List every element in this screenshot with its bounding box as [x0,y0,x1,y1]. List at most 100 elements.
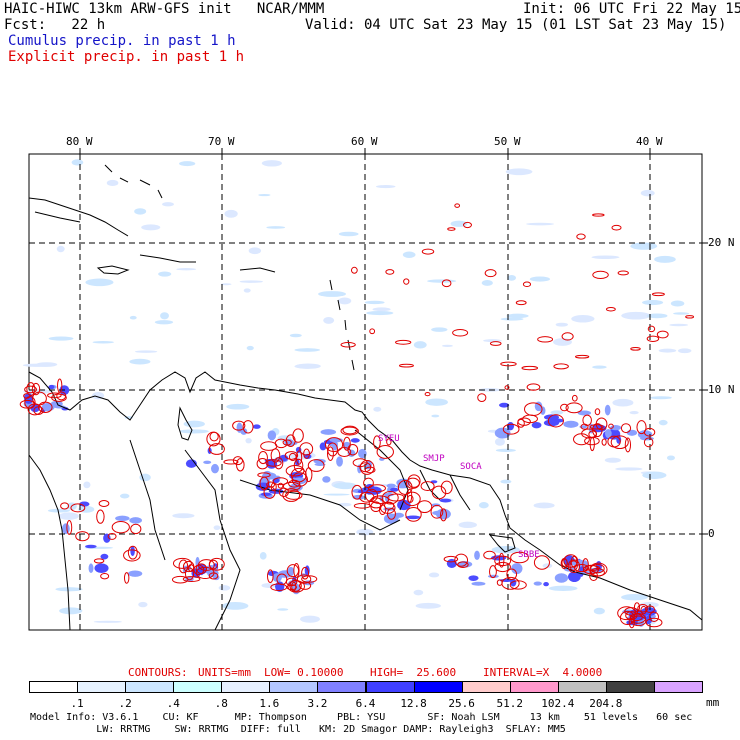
explicit-precip-contour [656,330,669,339]
explicit-precip-contour [178,559,189,574]
explicit-precip-contour [569,560,578,572]
explicit-precip-contour [547,414,564,428]
explicit-precip-contour [489,341,502,346]
light-precip-cell [526,222,555,226]
explicit-precip-contour [259,476,270,491]
light-precip-cell [542,563,553,569]
light-precip-cell [224,209,238,218]
explicit-precip-contour [440,480,453,495]
explicit-precip-contour [537,336,554,343]
contours-title: CONTOURS: [128,666,188,679]
legend-label: 12.8 [400,697,427,710]
light-precip-cell [226,403,250,410]
coastlines [28,164,703,631]
legend-swatch [413,681,463,693]
explicit-precip-contour [489,565,497,579]
explicit-precip-contour [60,502,70,510]
explicit-precip-contour [395,339,412,345]
light-precip-cell [364,300,385,305]
explicit-precip-contour [282,488,301,502]
light-precip-cell [259,551,267,560]
light-precip-cell [22,363,53,367]
explicit-precip-contour [500,361,517,367]
explicit-precip-contour [517,418,525,428]
explicit-precip-contour [447,227,456,231]
explicit-precip-contour [123,572,130,584]
explicit-precip-contour [573,433,590,446]
explicit-precip-contour [501,576,520,590]
light-precip-cell [218,585,231,591]
explicit-precip-contour [232,456,243,466]
light-precip-cell [294,348,321,352]
light-precip-cell [402,251,416,258]
light-precip-cell [478,502,489,509]
cumulus-precip-cell [474,550,480,561]
cumulus-precip-cell [564,559,572,566]
light-precip-cell [591,255,620,259]
explicit-precip-contour [365,488,379,503]
explicit-precip-contour [685,315,695,319]
explicit-precip-contour [553,363,569,370]
explicit-precip-contour [369,328,376,335]
explicit-precip-contour [172,557,192,569]
explicit-precip-contour [441,279,452,288]
light-precip-cell [494,437,505,446]
light-precip-cell [106,179,119,187]
light-precip-cell [162,202,174,207]
explicit-precip-contour [367,484,386,493]
light-precip-cell [83,481,91,489]
explicit-precip-contour [285,434,296,447]
light-precip-cell [450,220,468,227]
explicit-precip-contour [289,579,302,592]
light-precip-cell [640,189,655,197]
cumulus-precip-cell [439,498,452,503]
light-precip-cell [529,276,550,282]
explicit-precip-contour [406,488,413,503]
light-precip-cell [650,396,672,400]
cumulus-precip-cell [100,553,109,560]
legend-label: 3.2 [307,697,328,710]
explicit-precip-contours [19,203,695,629]
explicit-precip-contour [533,555,550,570]
light-precip-cell [604,457,621,463]
explicit-precip-contour [589,436,595,452]
explicit-precip-contour [340,426,359,436]
explicit-precip-contour [70,503,86,513]
station-label: SBBE [518,550,540,560]
light-precip-cell [179,429,209,434]
explicit-precip-contour [123,549,141,562]
explicit-precip-contour [643,437,654,448]
station-label: SMJP [423,454,445,464]
light-precip-cell [646,313,668,319]
explicit-precip-contour [594,408,601,416]
explicit-precip-contour [440,508,447,522]
explicit-precip-contour [431,485,447,500]
explicit-precip-contour [258,451,268,465]
light-precip-cell [428,572,440,578]
explicit-precip-contour [343,436,351,451]
explicit-precip-contour [561,332,574,341]
light-precip-cell [615,467,643,471]
lat-label: 0 [708,527,715,540]
light-precip-cell [553,338,572,346]
lat-label: 10 N [708,383,735,396]
light-precip-cell [245,438,252,444]
light-precip-cell [222,602,249,610]
cumulus-precip-cell [95,564,106,573]
cumulus-precip-cell [130,546,135,557]
light-precip-cell [495,448,516,452]
light-precip-cell [375,185,396,189]
explicit-precip-contour [284,451,299,460]
explicit-precip-contour [272,477,289,486]
cumulus-precip-cell [540,406,546,415]
explicit-precip-contour [498,552,505,568]
cumulus-precip-cell [62,523,70,535]
explicit-precip-contour [364,466,376,474]
light-precip-cell [592,365,607,369]
explicit-precip-contour [266,481,275,488]
cumulus-precip-cell [396,484,409,489]
explicit-precip-contour [565,402,583,414]
model-info-line1: Model Info: V3.6.1 CU: KF MP: Thompson P… [30,712,693,723]
light-precip-cell [505,168,533,176]
explicit-precip-contour [515,300,527,306]
